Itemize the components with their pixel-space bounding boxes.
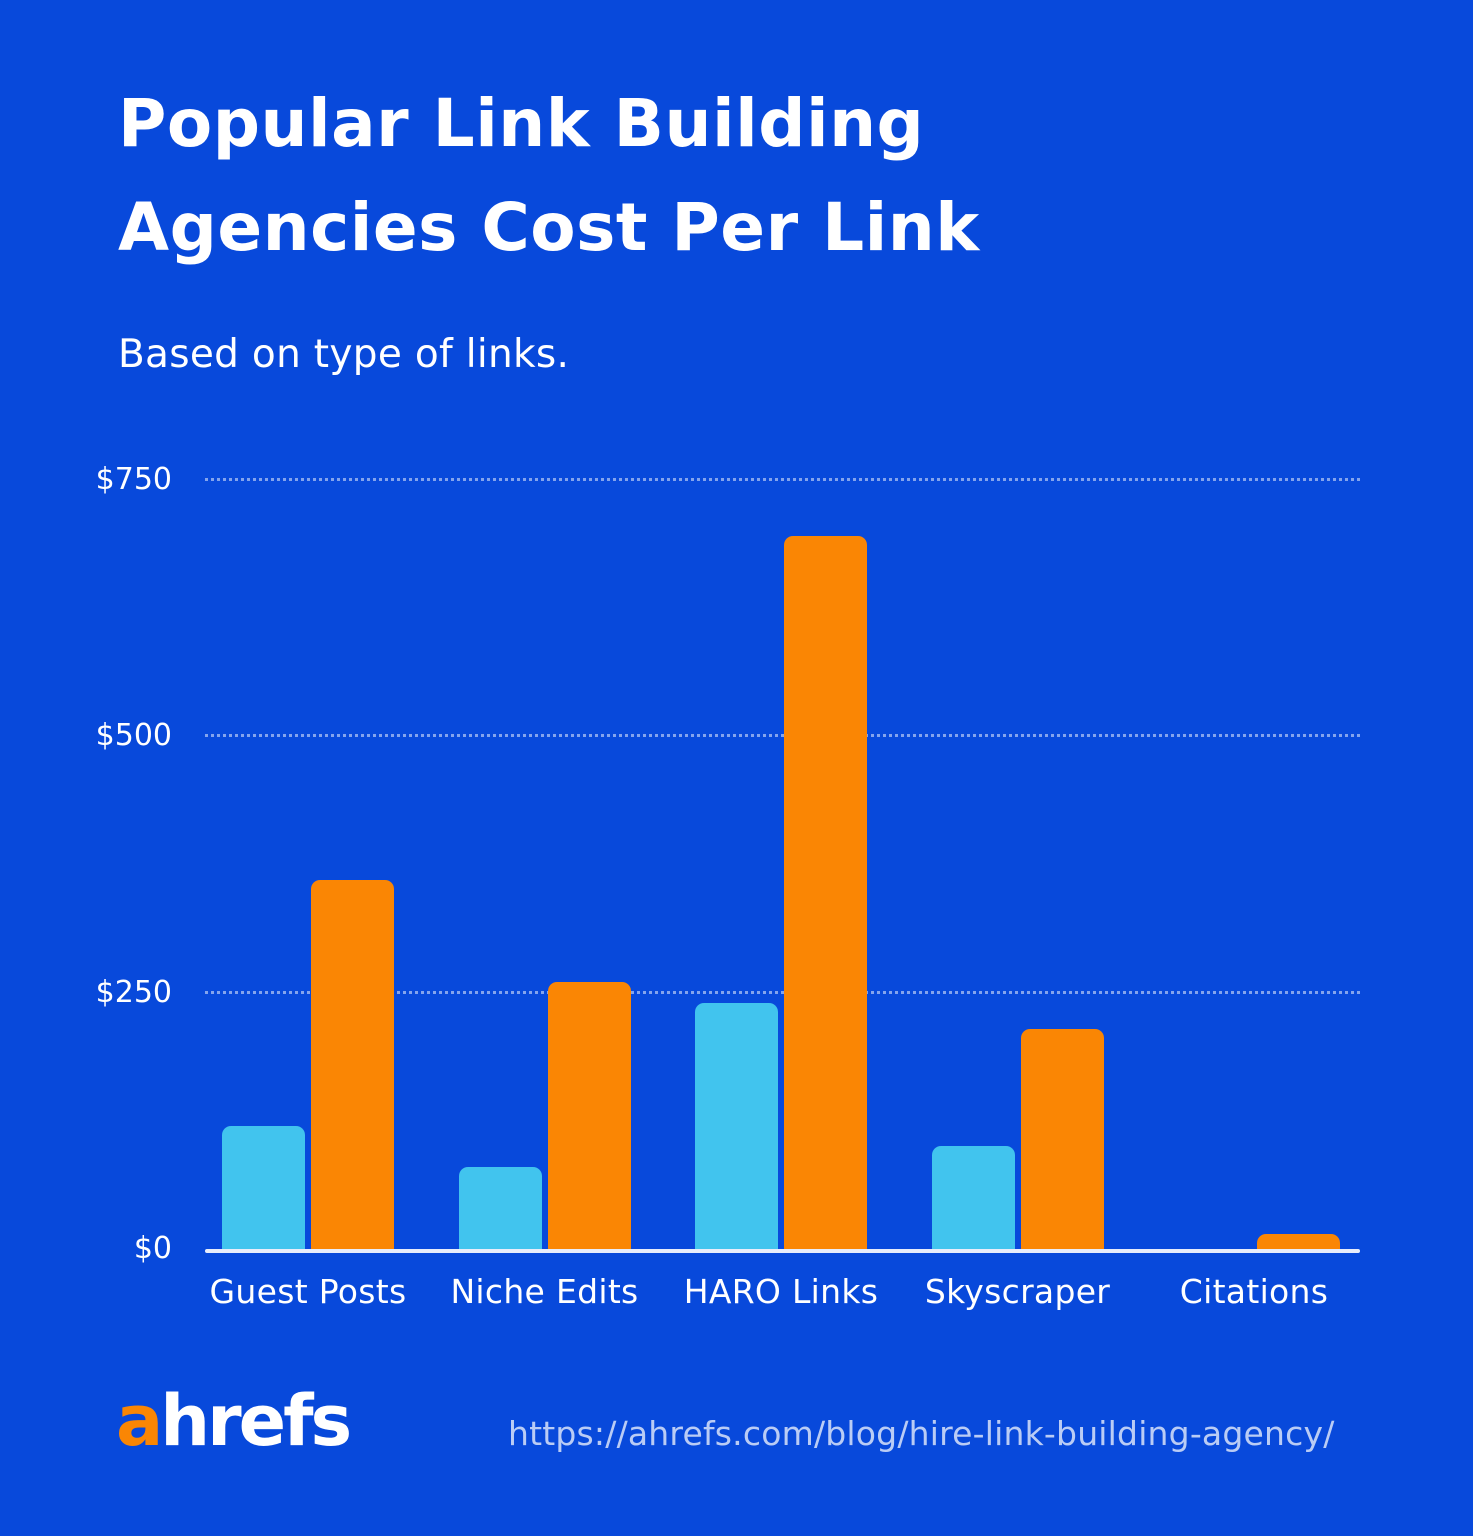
chart-title-line-1: Popular Link Building: [118, 85, 925, 162]
x-label-guest-posts: Guest Posts: [209, 1272, 407, 1311]
bar-orange-guest-posts: [311, 880, 394, 1249]
bar-blue-haro-links: [695, 1003, 778, 1249]
bar-blue-skyscraper: [931, 1146, 1015, 1249]
chart-subtitle: Based on type of links.: [118, 332, 570, 377]
bar-orange-haro-links: [784, 536, 867, 1249]
x-label-skyscraper: Skyscraper: [924, 1272, 1111, 1311]
x-label-niche-edits: Niche Edits: [450, 1272, 639, 1311]
bar-blue-guest-posts: [222, 1126, 305, 1249]
x-axis-line: [205, 1249, 1360, 1253]
source-url: https://ahrefs.com/blog/hire-link-buildi…: [508, 1414, 1335, 1453]
y-gridline-500: [205, 734, 1360, 738]
y-tick-label-250: $250: [95, 974, 172, 1010]
y-tick-label-0: $0: [133, 1231, 172, 1266]
y-tick-label-500: $500: [95, 718, 172, 754]
ahrefs-logo: ahrefs: [116, 1386, 352, 1456]
ahrefs-logo-letter-a: a: [116, 1380, 163, 1462]
x-label-haro-links: HARO Links: [683, 1272, 879, 1311]
ahrefs-logo-letters-hrefs: hrefs: [160, 1380, 352, 1462]
bar-orange-citations: [1257, 1234, 1340, 1249]
x-label-citations: Citations: [1179, 1272, 1329, 1311]
bar-orange-niche-edits: [547, 982, 631, 1249]
y-tick-label-750: $750: [95, 462, 172, 497]
chart-title: Popular Link Building Agencies Cost Per …: [118, 72, 980, 280]
chart-title-line-2: Agencies Cost Per Link: [118, 189, 980, 266]
y-gridline-250: [205, 990, 1360, 994]
y-gridline-750: [205, 478, 1360, 481]
bar-orange-skyscraper: [1020, 1029, 1104, 1249]
bar-blue-niche-edits: [458, 1167, 542, 1249]
